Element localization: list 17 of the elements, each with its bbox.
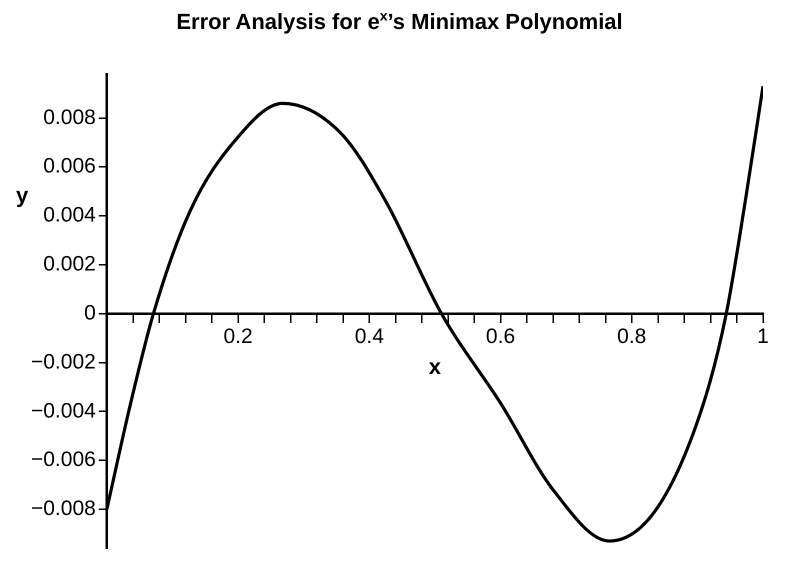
y-tick-label: 0.004 [43,204,96,227]
y-tick-label: 0.002 [43,252,96,276]
x-tick-label: 1 [757,325,769,348]
y-tick-label: −0.004 [30,399,96,422]
y-tick-label: 0.008 [43,106,96,129]
y-tick-label: −0.008 [30,497,96,520]
y-tick-label: −0.006 [30,448,96,472]
y-axis-title: y [16,182,29,208]
chart-title: Error Analysis for e$^{x}$’s Minimax Polynomial [175,6,624,36]
y-tick-label: −0.002 [30,350,96,374]
x-tick-label: 0.6 [486,325,516,348]
x-axis-title: x [428,354,442,380]
x-tick-label: 0.8 [617,325,646,348]
x-tick-label: 0.4 [354,325,384,348]
x-tick-label: 0.2 [223,325,253,348]
y-tick-label: 0 [84,301,96,324]
y-tick-label: 0.006 [43,154,96,178]
